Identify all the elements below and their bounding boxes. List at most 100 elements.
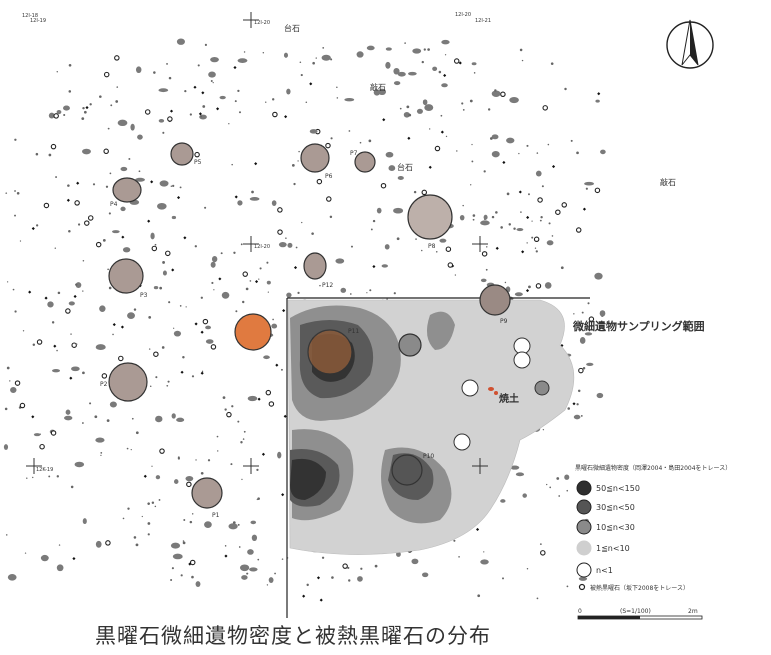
artifact-dot: [100, 454, 102, 457]
artifact-dot: [380, 182, 387, 189]
artifact-dot: [306, 583, 309, 587]
artifact-dot: [515, 472, 525, 477]
artifact-dot: [174, 479, 179, 485]
artifact-dot: [7, 574, 17, 581]
artifact-dot: [10, 386, 17, 393]
artifact-dot: [237, 200, 243, 206]
artifact-dot: [518, 190, 522, 194]
pit-label: P9: [500, 318, 508, 325]
artifact-dot: [514, 292, 523, 297]
artifact-dot: [521, 250, 525, 254]
artifact-dot: [121, 235, 125, 239]
artifact-dot: [356, 51, 364, 58]
pit-p4: [112, 177, 142, 203]
artifact-dot: [216, 435, 219, 438]
pit-p10b: [391, 454, 423, 486]
artifact-dot: [75, 282, 82, 289]
artifact-dot: [547, 143, 550, 146]
artifact-dot: [393, 81, 401, 86]
artifact-dot: [202, 105, 206, 108]
artifact-dot: [128, 157, 131, 160]
artifact-dot: [526, 242, 528, 244]
artifact-dot: [76, 181, 80, 185]
artifact-dot: [277, 451, 282, 459]
artifact-dot: [336, 86, 338, 89]
artifact-dot: [368, 139, 372, 143]
artifact-dot: [257, 397, 261, 401]
artifact-dot: [32, 343, 36, 347]
artifact-dot: [369, 289, 372, 292]
artifact-dot: [546, 240, 554, 246]
artifact-dot: [82, 371, 85, 375]
artifact-dot: [374, 564, 378, 568]
hammer-stone-label: 敲石: [370, 82, 386, 92]
artifact-dot: [556, 477, 560, 480]
artifact-dot: [31, 415, 35, 419]
artifact-dot: [403, 111, 410, 118]
artifact-dot: [393, 292, 396, 295]
artifact-dot: [198, 112, 202, 116]
artifact-dot: [456, 150, 458, 152]
artifact-dot: [359, 141, 362, 144]
artifact-dot: [171, 215, 177, 220]
artifact-dot: [596, 392, 604, 399]
artifact-dot: [68, 90, 72, 93]
artifact-dot: [22, 330, 25, 332]
artifact-dot: [560, 266, 564, 270]
artifact-dot: [224, 545, 227, 547]
artifact-dot: [459, 214, 465, 221]
artifact-dot: [71, 366, 80, 372]
artifact-dot: [230, 463, 233, 466]
artifact-dot: [228, 523, 238, 530]
artifact-dot: [173, 330, 182, 337]
artifact-dot: [247, 549, 254, 555]
artifact-dot: [322, 46, 325, 49]
artifact-dot: [350, 245, 353, 248]
artifact-dot: [581, 311, 584, 314]
artifact-dot: [421, 572, 429, 578]
artifact-dot: [329, 215, 333, 219]
pit-label: P5: [194, 159, 202, 166]
artifact-dot: [179, 305, 182, 307]
artifact-dot: [544, 282, 552, 289]
artifact-dot: [445, 135, 448, 138]
artifact-dot: [453, 58, 460, 64]
artifact-dot: [578, 576, 588, 581]
legend-item: 50≦n<150: [596, 484, 640, 493]
pit-label: P2: [100, 381, 108, 388]
artifact-dot: [480, 220, 490, 226]
artifact-dot: [195, 581, 201, 587]
artifact-dot: [143, 474, 147, 478]
artifact-dot: [297, 160, 299, 162]
legend-item: 1≦n<10: [596, 544, 630, 553]
artifact-dot: [58, 544, 61, 546]
artifact-dot: [210, 261, 216, 268]
artifact-dot: [224, 408, 227, 411]
artifact-dot: [293, 266, 298, 270]
artifact-dot: [231, 405, 234, 408]
artifact-dot: [246, 572, 249, 575]
artifact-dot: [36, 339, 43, 345]
legend-title: 黒曜石微細遺物密度（岡澤2004・島田2004をトレース）: [575, 464, 731, 472]
artifact-dot: [421, 189, 428, 196]
artifact-dot: [578, 367, 584, 374]
artifact-dot: [483, 214, 488, 220]
artifact-dot: [573, 313, 575, 315]
stone-base-label: 台石: [284, 23, 300, 33]
artifact-dot: [558, 495, 561, 497]
artifact-dot: [168, 76, 172, 80]
artifact-dot: [542, 105, 548, 111]
artifact-dot: [151, 465, 153, 467]
artifact-dot: [106, 419, 110, 423]
artifact-dot: [212, 81, 214, 84]
artifact-dot: [94, 415, 98, 419]
pit-p1-hearth: [234, 313, 272, 351]
artifact-dot: [245, 287, 249, 291]
artifact-dot: [169, 109, 174, 113]
artifact-dot: [286, 88, 291, 95]
artifact-dot: [239, 564, 250, 572]
artifact-dot: [372, 264, 376, 269]
scale-ratio: (S=1/100): [620, 608, 651, 615]
artifact-dot: [506, 137, 515, 144]
artifact-dot: [218, 277, 222, 281]
